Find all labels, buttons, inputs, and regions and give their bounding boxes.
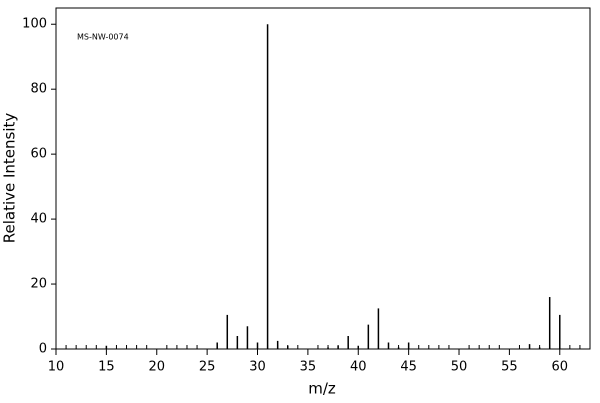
x-tick-label: 60 — [552, 360, 569, 375]
x-axis-title: m/z — [308, 380, 336, 398]
y-axis-title: Relative Intensity — [1, 113, 19, 244]
x-tick-label: 25 — [199, 360, 216, 375]
y-tick-label: 100 — [22, 17, 47, 32]
y-tick-label: 40 — [30, 212, 47, 227]
y-tick-label: 80 — [30, 82, 47, 97]
plot-frame — [55, 7, 591, 350]
x-tick-label: 40 — [350, 360, 367, 375]
x-tick-label: 45 — [400, 360, 417, 375]
y-tick-label: 0 — [39, 342, 47, 357]
x-tick-label: 20 — [148, 360, 165, 375]
y-tick-label: 20 — [30, 277, 47, 292]
y-tick-label: 60 — [30, 147, 47, 162]
x-tick-label: 30 — [249, 360, 266, 375]
x-tick-label: 10 — [48, 360, 65, 375]
x-tick-label: 35 — [300, 360, 317, 375]
x-tick-label: 55 — [501, 360, 518, 375]
x-tick-label: 15 — [98, 360, 115, 375]
x-tick-label: 50 — [451, 360, 468, 375]
annotation: MS-NW-0074 — [77, 33, 129, 42]
